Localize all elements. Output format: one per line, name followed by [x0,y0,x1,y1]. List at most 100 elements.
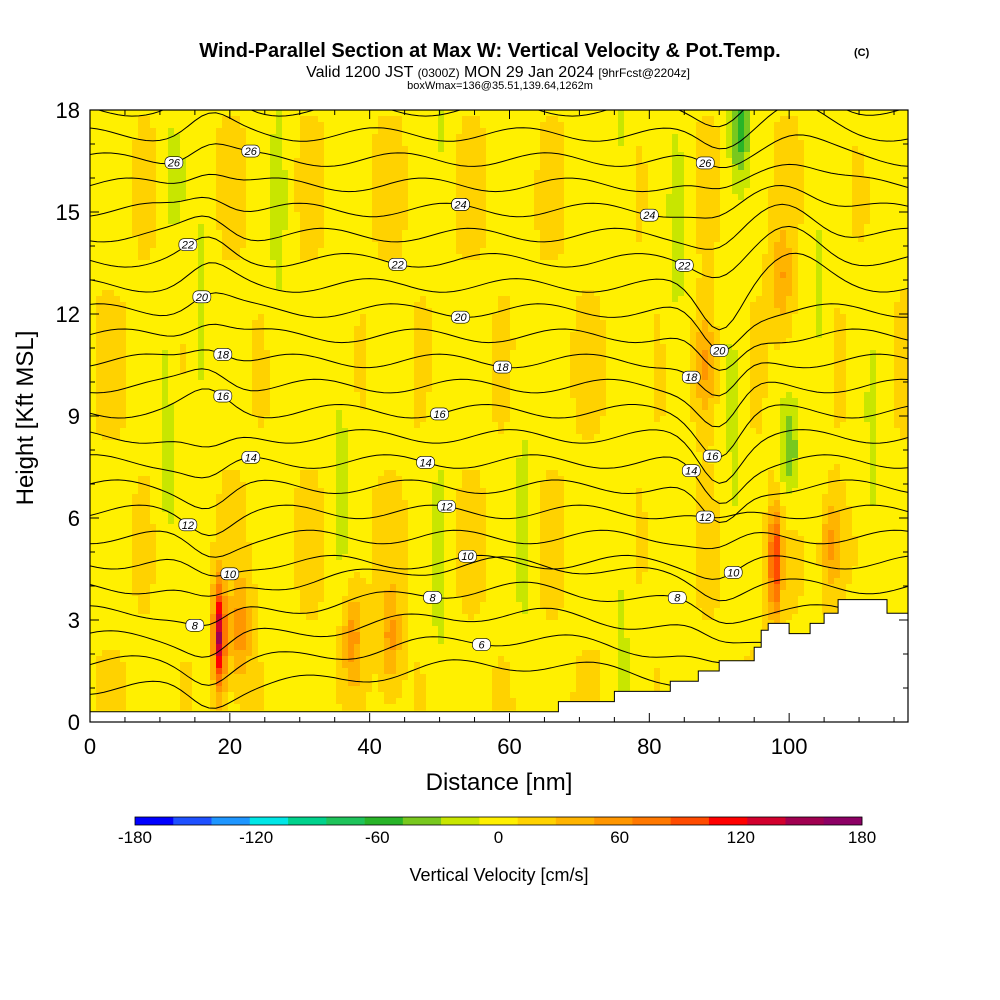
colorbar-tick-label: 60 [610,828,629,847]
theta-contour [90,292,908,352]
contour-label-box [437,499,456,513]
colorbar-frame [134,816,863,826]
theta-contour [90,429,908,484]
colorbar-swatch [632,817,671,825]
contour-label-box [178,518,198,532]
colorbar-tick-label: -180 [118,828,152,847]
theta-contour [90,184,908,219]
y-tick-label: 15 [56,200,80,225]
colorbar-swatch [326,817,365,825]
contour-label: 14 [245,452,257,464]
colorbar-swatch [288,817,327,825]
colorbar [134,816,863,826]
contour-label-box [667,591,687,604]
contour-label-box [451,198,470,211]
contour-labels: 26 26 24 24 22 22 20 20 18 18 16 16 14 14 12 12 10 10 8 8 6 2… [164,144,743,652]
theta-contour [90,203,908,250]
colorbar-swatch [594,817,633,825]
theta-contour [90,529,908,558]
x-tick-label: 0 [84,734,96,759]
contour-label: 6 [478,640,485,652]
colorbar-swatch [517,817,557,825]
colorbar-swatch [402,817,442,825]
contour-label: 14 [419,457,431,469]
contour-label: 12 [182,520,194,532]
contour-label-box [241,451,261,464]
y-tick-label: 3 [68,608,80,633]
subtitle-fcst: [9hrFcst@2204z] [598,66,690,80]
theta-contour [90,110,908,150]
contour-label: 16 [217,391,230,403]
contour-label-box [681,370,701,384]
velocity-field [90,110,908,711]
contour-label-box [695,510,715,524]
colorbar-label: Vertical Velocity [cm/s] [409,865,588,885]
x-tick-label: 60 [497,734,521,759]
contour-label: 18 [685,372,698,384]
x-tick-label: 100 [771,734,808,759]
contour-label-box [723,566,743,579]
y-tick-label: 12 [56,302,80,327]
contour-label-box [213,348,233,361]
contour-label: 20 [453,312,467,324]
contour-label-box [640,208,659,222]
theta-contour [691,95,726,100]
theta-contour [90,368,908,428]
axis-tick-labels: 0 20 40 60 80 100 0 3 6 9 12 15 18 [56,98,808,759]
colorbar-swatch [173,817,212,825]
colorbar-tick-label: 120 [727,828,755,847]
contour-label-box [220,567,240,581]
contour-label-box [702,449,722,463]
contour-label-box [472,638,491,651]
contour-label: 22 [181,240,194,252]
theta-contour [90,581,908,627]
colorbar-swatch [823,817,863,825]
y-tick-label: 0 [68,710,80,735]
contour-label-box [416,456,435,469]
contour-label-box [451,310,470,324]
contour-label: 14 [685,466,697,478]
colorbar-swatch [555,817,595,825]
contour-label: 16 [433,409,446,421]
contour-label: 8 [430,592,437,604]
subtitle-main: Valid 1200 JST [306,64,414,81]
colorbar-tick-label: -120 [239,828,273,847]
colorbar-swatch [785,817,825,825]
contour-label: 20 [712,346,726,358]
y-tick-label: 18 [56,98,80,123]
chart-title: Wind-Parallel Section at Max W: Vertical… [199,40,780,62]
colorbar-tick-label: 180 [848,828,876,847]
x-tick-label: 40 [357,734,381,759]
contour-label: 26 [167,158,181,170]
contour-label: 8 [192,620,199,632]
colorbar-swatch [211,817,251,825]
theta-contour [90,225,908,279]
theta-contour [90,323,908,371]
contour-label: 18 [496,362,509,374]
plot-area: 26 26 24 24 22 22 20 20 18 18 16 16 14 14 12 12 10 10 8 8 6 2… [90,95,908,722]
theta-contour [90,556,908,602]
contour-label-box [213,389,233,403]
colorbar-tick-label: -60 [365,828,390,847]
contour-label-box [423,591,442,604]
theta-contour [96,110,902,128]
y-axis-label: Height [Kft MSL] [12,331,39,506]
colorbar-swatch [708,817,748,825]
contour-label: 12 [440,501,452,513]
x-tick-label: 20 [218,734,242,759]
colorbar-swatch [441,817,480,825]
subtitle-date: MON 29 Jan 2024 [464,64,594,81]
contour-label: 26 [244,146,258,158]
contour-label: 24 [453,199,466,211]
chart-subtitle: Valid 1200 JST (0300Z) MON 29 Jan 2024 [… [306,64,690,81]
contour-label-box [695,156,715,170]
theta-contour [90,504,908,537]
x-axis-label: Distance [nm] [426,769,573,796]
colorbar-swatch [364,817,404,825]
colorbar-tick-labels: -180 -120 -60 0 60 120 180 [118,828,876,847]
contour-label: 12 [699,512,711,524]
contour-label: 26 [698,158,712,170]
axis-ticks [89,109,908,723]
theta-contour [90,252,908,331]
